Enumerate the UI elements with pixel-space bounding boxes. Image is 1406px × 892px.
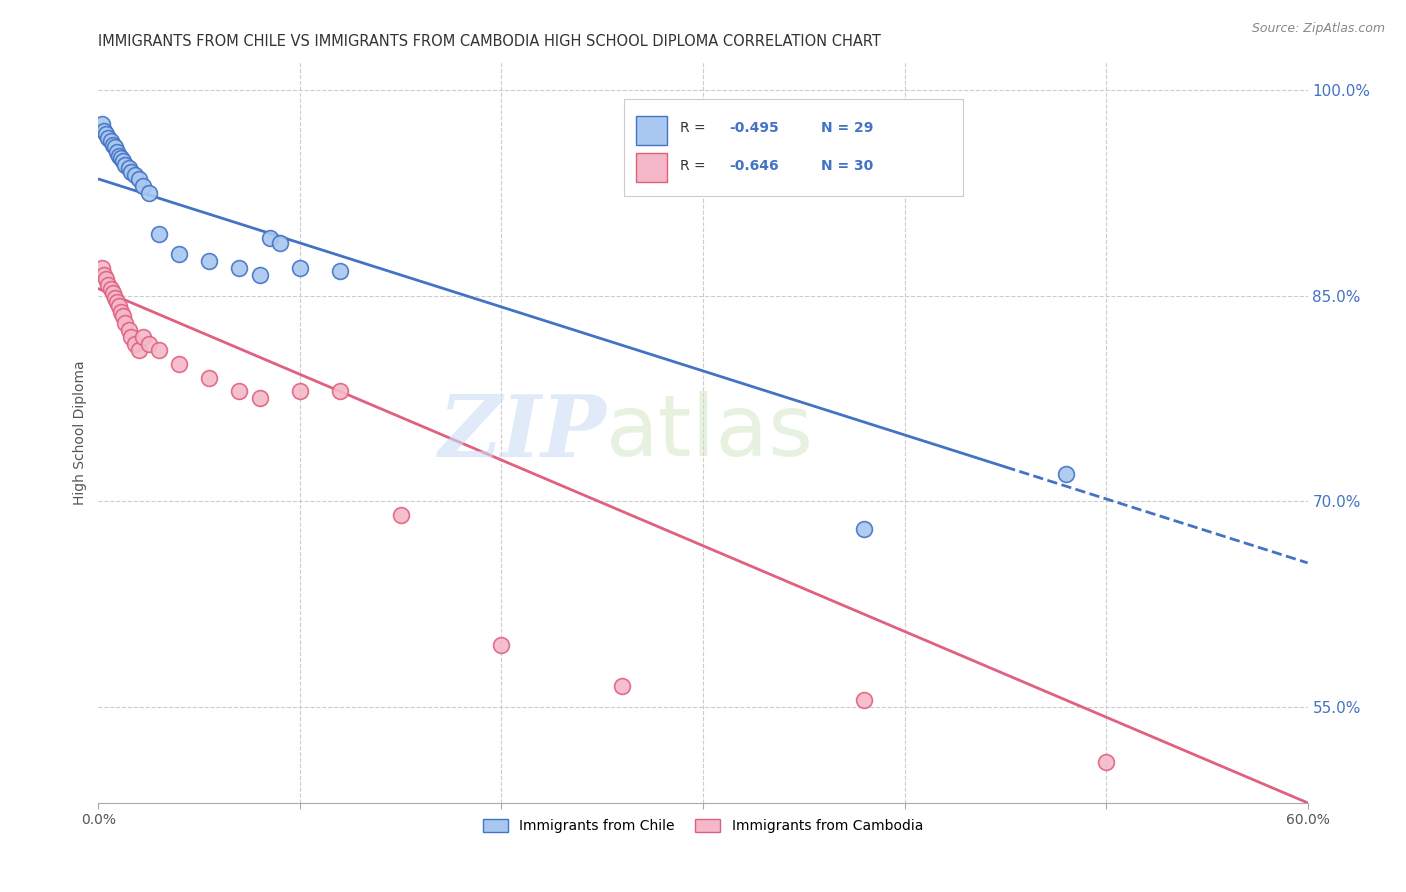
Point <box>269 236 291 251</box>
Point <box>1054 467 1077 481</box>
Text: atlas: atlas <box>606 391 814 475</box>
Point <box>288 384 311 399</box>
Y-axis label: High School Diploma: High School Diploma <box>73 360 87 505</box>
Point <box>93 268 115 282</box>
Point <box>120 329 142 343</box>
Point <box>138 336 160 351</box>
FancyBboxPatch shape <box>637 153 666 182</box>
Point <box>103 291 125 305</box>
Point <box>101 285 124 300</box>
Point <box>228 384 250 399</box>
Point <box>128 343 150 358</box>
Point <box>110 152 132 166</box>
Point <box>329 264 352 278</box>
Point <box>105 295 128 310</box>
Point <box>110 305 132 319</box>
Point <box>198 254 221 268</box>
Point <box>93 124 115 138</box>
Point <box>198 371 221 385</box>
Point <box>120 165 142 179</box>
FancyBboxPatch shape <box>637 116 666 145</box>
Point <box>118 323 141 337</box>
Point <box>118 161 141 175</box>
Legend: Immigrants from Chile, Immigrants from Cambodia: Immigrants from Chile, Immigrants from C… <box>477 813 929 840</box>
Point <box>259 231 281 245</box>
Point <box>124 168 146 182</box>
Point <box>329 384 352 399</box>
Point <box>249 268 271 282</box>
Point <box>105 145 128 159</box>
Point <box>114 316 136 330</box>
Point <box>96 272 118 286</box>
Point <box>491 638 513 652</box>
Text: R =: R = <box>681 159 710 173</box>
Text: -0.495: -0.495 <box>730 120 779 135</box>
Point <box>97 277 120 292</box>
Point <box>91 117 114 131</box>
Point <box>97 131 120 145</box>
Point <box>100 134 122 148</box>
Text: Source: ZipAtlas.com: Source: ZipAtlas.com <box>1251 22 1385 36</box>
Point <box>100 282 122 296</box>
Point <box>1095 755 1118 769</box>
Point <box>288 261 311 276</box>
Point <box>111 309 134 323</box>
Point <box>853 522 876 536</box>
Text: N = 29: N = 29 <box>821 120 875 135</box>
Point <box>107 149 129 163</box>
Point <box>114 158 136 172</box>
Point <box>148 343 170 358</box>
Text: R =: R = <box>681 120 710 135</box>
Text: -0.646: -0.646 <box>730 159 779 173</box>
Point <box>167 247 190 261</box>
Point <box>389 508 412 522</box>
Point <box>853 693 876 707</box>
Point <box>96 127 118 141</box>
Point <box>111 154 134 169</box>
Point <box>103 140 125 154</box>
Text: N = 30: N = 30 <box>821 159 873 173</box>
Point <box>228 261 250 276</box>
Point <box>124 336 146 351</box>
Point <box>91 261 114 276</box>
Point <box>249 392 271 406</box>
Point <box>132 329 155 343</box>
Point <box>612 679 634 693</box>
Point <box>167 357 190 371</box>
Point <box>128 172 150 186</box>
Point <box>148 227 170 241</box>
Point <box>101 137 124 152</box>
Point <box>132 178 155 193</box>
Text: IMMIGRANTS FROM CHILE VS IMMIGRANTS FROM CAMBODIA HIGH SCHOOL DIPLOMA CORRELATIO: IMMIGRANTS FROM CHILE VS IMMIGRANTS FROM… <box>98 34 882 49</box>
FancyBboxPatch shape <box>624 99 963 195</box>
Point <box>138 186 160 200</box>
Text: ZIP: ZIP <box>439 391 606 475</box>
Point <box>107 300 129 314</box>
